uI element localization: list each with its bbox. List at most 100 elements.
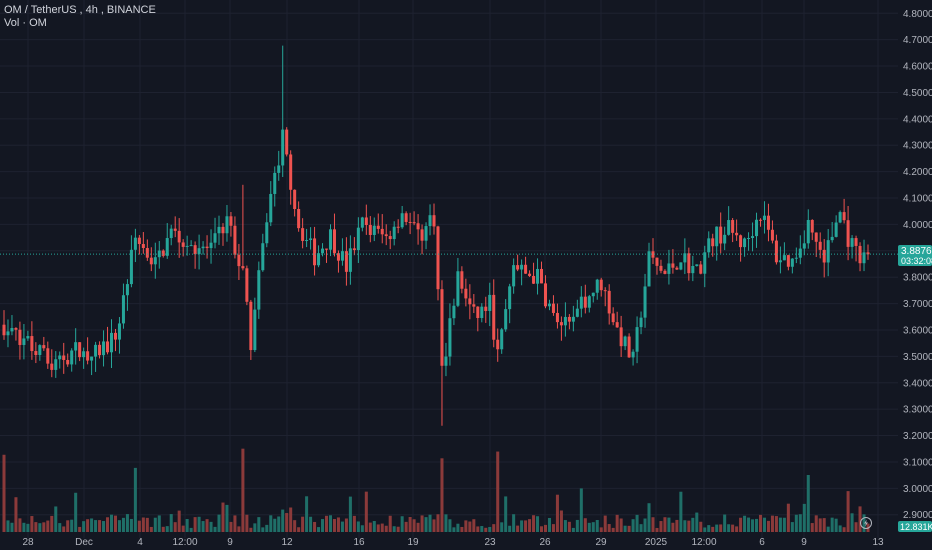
exchange: BINANCE <box>106 4 156 16</box>
candle-up <box>448 318 452 357</box>
volume-bar <box>806 474 810 532</box>
candle-down <box>663 270 667 274</box>
candle-up <box>125 284 129 296</box>
candle-down <box>758 219 763 221</box>
candle-up <box>850 238 854 247</box>
volume-bar <box>249 527 253 532</box>
y-tick-label: 4.4000 <box>903 114 932 125</box>
volume-bar <box>599 527 603 532</box>
candle-down <box>846 220 850 247</box>
volume-bar <box>766 520 770 532</box>
candle-down <box>472 304 476 307</box>
volume-bar <box>293 520 297 532</box>
y-tick-label: 4.1000 <box>903 194 932 205</box>
candle-up <box>508 286 512 310</box>
y-tick-label: 3.4000 <box>903 378 932 389</box>
volume-bar <box>758 514 763 532</box>
candle-down <box>181 242 185 247</box>
candle-down <box>332 229 336 254</box>
volume-bar <box>532 515 536 532</box>
candle-down <box>440 289 444 366</box>
y-tick-label: 3.5000 <box>903 352 932 363</box>
candle-up <box>281 129 285 166</box>
volume-bar <box>508 525 512 532</box>
candle-down <box>858 245 862 264</box>
volume-bar <box>802 503 806 532</box>
volume-bar <box>456 523 460 532</box>
y-tick-label: 3.3000 <box>903 405 932 416</box>
candle-up <box>117 323 121 340</box>
volume-bar <box>539 526 544 532</box>
lightning-icon[interactable] <box>860 517 872 529</box>
volume-bar <box>352 515 356 532</box>
volume-bar <box>571 527 575 532</box>
candle-up <box>74 342 78 351</box>
candle-up <box>201 246 205 249</box>
volume-bar <box>516 525 520 532</box>
candle-down <box>14 327 18 330</box>
candle-down <box>86 351 90 361</box>
candle-down <box>810 219 814 233</box>
volume-bar <box>14 497 18 532</box>
volume-bar <box>229 521 233 532</box>
symbol-legend[interactable]: OM / TetherUS, 4h, BINANCE <box>4 4 156 16</box>
volume-bar <box>420 515 424 532</box>
candle-up <box>102 341 106 356</box>
candle-down <box>854 238 858 246</box>
volume-bar <box>814 515 818 532</box>
volume-bar <box>46 520 50 532</box>
x-tick-label: 2025 <box>645 537 668 548</box>
y-tick-label: 3.2000 <box>903 431 932 442</box>
time-axis[interactable]: 28 Dec 4 12:00 9 12 16 19 23 26 29 2025 12:00 6 9 13 <box>22 537 884 548</box>
candle-down <box>285 129 289 155</box>
volume-bar <box>165 526 169 532</box>
volume-bar <box>317 527 321 532</box>
candle-down <box>313 238 317 266</box>
volume-bar <box>818 518 822 532</box>
volume-bar <box>567 521 571 532</box>
candle-up <box>348 248 352 272</box>
volume-bar <box>723 514 727 532</box>
volume-bar <box>543 524 548 532</box>
volume-bar <box>484 527 488 532</box>
candle-down <box>42 345 46 349</box>
candle-up <box>755 219 759 237</box>
candle-up <box>595 279 599 293</box>
candle-up <box>309 238 313 241</box>
candle-down <box>492 294 496 340</box>
volume-bar <box>846 491 850 532</box>
volume-bar <box>838 525 842 532</box>
candle-down <box>739 235 743 248</box>
last-volume-label: 12.831K <box>898 521 932 532</box>
volume-bar <box>245 514 249 532</box>
volume-bar <box>440 458 444 532</box>
symbol-name: OM / TetherUS <box>4 4 77 16</box>
candle-down <box>297 209 301 229</box>
volume-bar <box>380 523 384 532</box>
volume-bar <box>472 519 476 532</box>
volume-bar <box>464 520 468 532</box>
candle-down <box>619 327 623 347</box>
candle-up <box>707 238 711 253</box>
y-tick-label: 3.1000 <box>903 457 932 468</box>
x-tick-label: 6 <box>759 537 765 548</box>
volume-bar <box>575 519 579 532</box>
candle-down <box>368 224 372 235</box>
candle-down <box>18 329 22 345</box>
candle-down <box>344 251 348 272</box>
volume-bar <box>778 517 782 532</box>
candle-up <box>165 238 169 256</box>
volume-bar <box>699 521 703 532</box>
candle-down <box>731 220 735 233</box>
candle-down <box>687 253 691 274</box>
volume-bar <box>2 454 6 532</box>
candle-down <box>822 249 826 263</box>
volume-bar <box>237 526 241 532</box>
volume-legend[interactable]: Vol · OM <box>4 17 47 29</box>
volume-bar <box>336 517 340 532</box>
grid-lines <box>0 0 898 538</box>
price-axis[interactable]: 4.8000 4.7000 4.6000 4.5000 4.4000 4.3000 4.20… <box>903 9 932 521</box>
candle-down <box>2 324 6 336</box>
candle-down <box>567 316 571 322</box>
